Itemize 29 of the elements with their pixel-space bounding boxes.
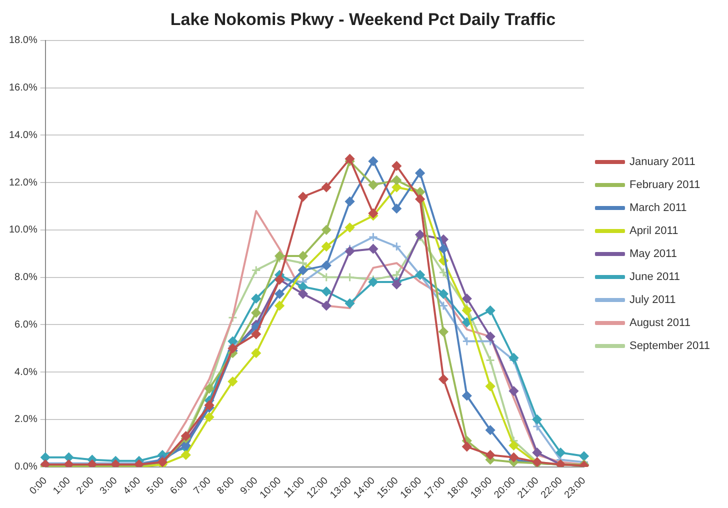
y-tick-label: 2.0% bbox=[14, 414, 38, 426]
y-tick-label: 4.0% bbox=[14, 366, 38, 378]
legend-label: May 2011 bbox=[629, 248, 677, 260]
legend-label: February 2011 bbox=[629, 179, 700, 192]
legend-label: July 2011 bbox=[629, 294, 676, 306]
x-tick-label: 5:00 bbox=[144, 475, 167, 497]
y-tick-label: 10.0% bbox=[8, 224, 38, 236]
x-tick-label: 7:00 bbox=[192, 475, 214, 497]
x-tick-label: 1:00 bbox=[51, 475, 74, 497]
y-tick-label: 18.0% bbox=[8, 35, 38, 46]
legend-label: April 2011 bbox=[629, 225, 678, 238]
x-tick-label: 0:00 bbox=[28, 475, 50, 497]
y-tick-label: 6.0% bbox=[14, 319, 38, 330]
x-tick-label: 8:00 bbox=[215, 475, 238, 497]
x-tick-label: 9:00 bbox=[238, 475, 260, 497]
legend-label: June 2011 bbox=[629, 271, 680, 284]
y-tick-label: 12.0% bbox=[8, 177, 38, 188]
legend-label: March 2011 bbox=[629, 202, 687, 214]
chart-title: Lake Nokomis Pkwy - Weekend Pct Daily Traffic bbox=[170, 10, 556, 29]
x-tick-label: 4:00 bbox=[122, 475, 144, 497]
legend-label: September 2011 bbox=[629, 340, 710, 352]
y-tick-label: 16.0% bbox=[8, 82, 38, 94]
legend-label: January 2011 bbox=[629, 156, 696, 168]
y-tick-label: 14.0% bbox=[8, 130, 38, 141]
y-tick-label: 0.0% bbox=[14, 462, 38, 473]
x-tick-label: 3:00 bbox=[98, 475, 120, 497]
legend-label: August 2011 bbox=[629, 317, 690, 330]
x-tick-label: 6:00 bbox=[168, 475, 190, 497]
y-tick-label: 8.0% bbox=[14, 272, 38, 284]
